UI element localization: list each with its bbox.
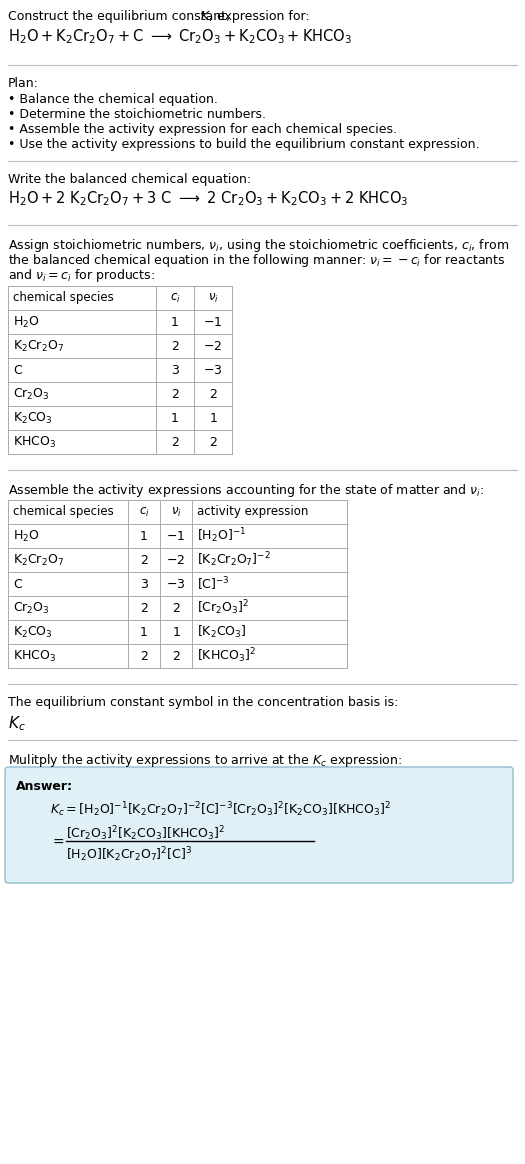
- Text: the balanced chemical equation in the following manner: $\nu_i = -c_i$ for react: the balanced chemical equation in the fo…: [8, 251, 506, 269]
- Text: $\mathrm{K_2CO_3}$: $\mathrm{K_2CO_3}$: [13, 624, 53, 639]
- Text: $\mathrm{H_2O}$: $\mathrm{H_2O}$: [13, 528, 39, 544]
- Text: • Use the activity expressions to build the equilibrium constant expression.: • Use the activity expressions to build …: [8, 139, 479, 151]
- Text: Mulitply the activity expressions to arrive at the $K_c$ expression:: Mulitply the activity expressions to arr…: [8, 752, 402, 769]
- Text: $c_i$: $c_i$: [139, 505, 149, 518]
- Text: $[\mathrm{C}]^{-3}$: $[\mathrm{C}]^{-3}$: [197, 575, 230, 592]
- Text: $\mathrm{K_2Cr_2O_7}$: $\mathrm{K_2Cr_2O_7}$: [13, 553, 64, 568]
- Text: $[\mathrm{Cr_2O_3}]^{2}$: $[\mathrm{Cr_2O_3}]^{2}$: [197, 598, 249, 617]
- Text: chemical species: chemical species: [13, 505, 114, 518]
- Text: $-1$: $-1$: [203, 315, 223, 328]
- Text: $\mathrm{H_2O + K_2Cr_2O_7 + C\ \longrightarrow\ Cr_2O_3 + K_2CO_3 + KHCO_3}$: $\mathrm{H_2O + K_2Cr_2O_7 + C\ \longrig…: [8, 27, 352, 45]
- Text: 2: 2: [171, 388, 179, 400]
- Text: 1: 1: [140, 530, 148, 542]
- Text: $\mathrm{H_2O + 2\ K_2Cr_2O_7 + 3\ C\ \longrightarrow\ 2\ Cr_2O_3 + K_2CO_3 + 2\: $\mathrm{H_2O + 2\ K_2Cr_2O_7 + 3\ C\ \l…: [8, 189, 408, 207]
- Text: 2: 2: [140, 554, 148, 567]
- Text: $c_i$: $c_i$: [170, 291, 181, 305]
- Text: $\nu_i$: $\nu_i$: [171, 505, 182, 518]
- Text: Write the balanced chemical equation:: Write the balanced chemical equation:: [8, 173, 251, 186]
- Text: The equilibrium constant symbol in the concentration basis is:: The equilibrium constant symbol in the c…: [8, 696, 398, 709]
- Text: K: K: [201, 10, 209, 23]
- Text: • Balance the chemical equation.: • Balance the chemical equation.: [8, 93, 218, 106]
- Text: • Assemble the activity expression for each chemical species.: • Assemble the activity expression for e…: [8, 123, 397, 136]
- Text: Plan:: Plan:: [8, 77, 39, 90]
- Text: 1: 1: [140, 625, 148, 639]
- FancyBboxPatch shape: [5, 767, 513, 883]
- Text: 2: 2: [140, 650, 148, 662]
- Text: $\mathrm{K_2CO_3}$: $\mathrm{K_2CO_3}$: [13, 411, 53, 426]
- Text: $-2$: $-2$: [166, 554, 185, 567]
- Text: $[\mathrm{H_2O}]^{-1}$: $[\mathrm{H_2O}]^{-1}$: [197, 526, 246, 546]
- Text: • Determine the stoichiometric numbers.: • Determine the stoichiometric numbers.: [8, 108, 266, 121]
- Text: $-1$: $-1$: [166, 530, 186, 542]
- Text: Assemble the activity expressions accounting for the state of matter and $\nu_i$: Assemble the activity expressions accoun…: [8, 482, 484, 499]
- Text: $-3$: $-3$: [203, 363, 223, 376]
- Text: Answer:: Answer:: [16, 780, 73, 793]
- Text: $2$: $2$: [209, 435, 217, 448]
- Text: $[\mathrm{H_2O}][\mathrm{K_2Cr_2O_7}]^{2}[\mathrm{C}]^{3}$: $[\mathrm{H_2O}][\mathrm{K_2Cr_2O_7}]^{2…: [66, 845, 192, 864]
- Text: $K_c = [\mathrm{H_2O}]^{-1}[\mathrm{K_2Cr_2O_7}]^{-2}[\mathrm{C}]^{-3}[\mathrm{C: $K_c = [\mathrm{H_2O}]^{-1}[\mathrm{K_2C…: [50, 800, 391, 818]
- Text: 2: 2: [171, 340, 179, 353]
- Text: $\mathrm{Cr_2O_3}$: $\mathrm{Cr_2O_3}$: [13, 601, 50, 616]
- Text: $2$: $2$: [172, 650, 180, 662]
- Text: $\mathrm{C}$: $\mathrm{C}$: [13, 363, 23, 376]
- Text: $\mathrm{Cr_2O_3}$: $\mathrm{Cr_2O_3}$: [13, 386, 50, 402]
- Text: $2$: $2$: [172, 602, 180, 615]
- Text: Construct the equilibrium constant,: Construct the equilibrium constant,: [8, 10, 234, 23]
- Text: Assign stoichiometric numbers, $\nu_i$, using the stoichiometric coefficients, $: Assign stoichiometric numbers, $\nu_i$, …: [8, 237, 509, 254]
- Text: , expression for:: , expression for:: [209, 10, 310, 23]
- Text: 1: 1: [171, 412, 179, 425]
- Text: 3: 3: [140, 577, 148, 590]
- Text: $-2$: $-2$: [204, 340, 223, 353]
- Text: $[\mathrm{K_2CO_3}]$: $[\mathrm{K_2CO_3}]$: [197, 624, 247, 640]
- Text: activity expression: activity expression: [197, 505, 308, 518]
- Text: $\mathrm{H_2O}$: $\mathrm{H_2O}$: [13, 314, 39, 329]
- Text: $\nu_i$: $\nu_i$: [207, 291, 218, 305]
- Text: $=$: $=$: [50, 833, 65, 849]
- Text: 2: 2: [171, 435, 179, 448]
- Text: $[\mathrm{Cr_2O_3}]^{2}[\mathrm{K_2CO_3}][\mathrm{KHCO_3}]^{2}$: $[\mathrm{Cr_2O_3}]^{2}[\mathrm{K_2CO_3}…: [66, 824, 225, 843]
- Text: $1$: $1$: [208, 412, 217, 425]
- Text: and $\nu_i = c_i$ for products:: and $\nu_i = c_i$ for products:: [8, 267, 155, 284]
- Text: $\mathrm{KHCO_3}$: $\mathrm{KHCO_3}$: [13, 434, 56, 449]
- Text: $2$: $2$: [209, 388, 217, 400]
- Text: 2: 2: [140, 602, 148, 615]
- Text: 1: 1: [171, 315, 179, 328]
- Text: $[\mathrm{K_2Cr_2O_7}]^{-2}$: $[\mathrm{K_2Cr_2O_7}]^{-2}$: [197, 551, 271, 569]
- Text: 3: 3: [171, 363, 179, 376]
- Text: $[\mathrm{KHCO_3}]^{2}$: $[\mathrm{KHCO_3}]^{2}$: [197, 647, 256, 666]
- Text: $K_c$: $K_c$: [8, 714, 26, 732]
- Text: $-3$: $-3$: [166, 577, 186, 590]
- Text: $\mathrm{C}$: $\mathrm{C}$: [13, 577, 23, 590]
- Text: $1$: $1$: [172, 625, 181, 639]
- Text: $\mathrm{KHCO_3}$: $\mathrm{KHCO_3}$: [13, 648, 56, 663]
- Text: chemical species: chemical species: [13, 291, 114, 305]
- Text: $\mathrm{K_2Cr_2O_7}$: $\mathrm{K_2Cr_2O_7}$: [13, 339, 64, 354]
